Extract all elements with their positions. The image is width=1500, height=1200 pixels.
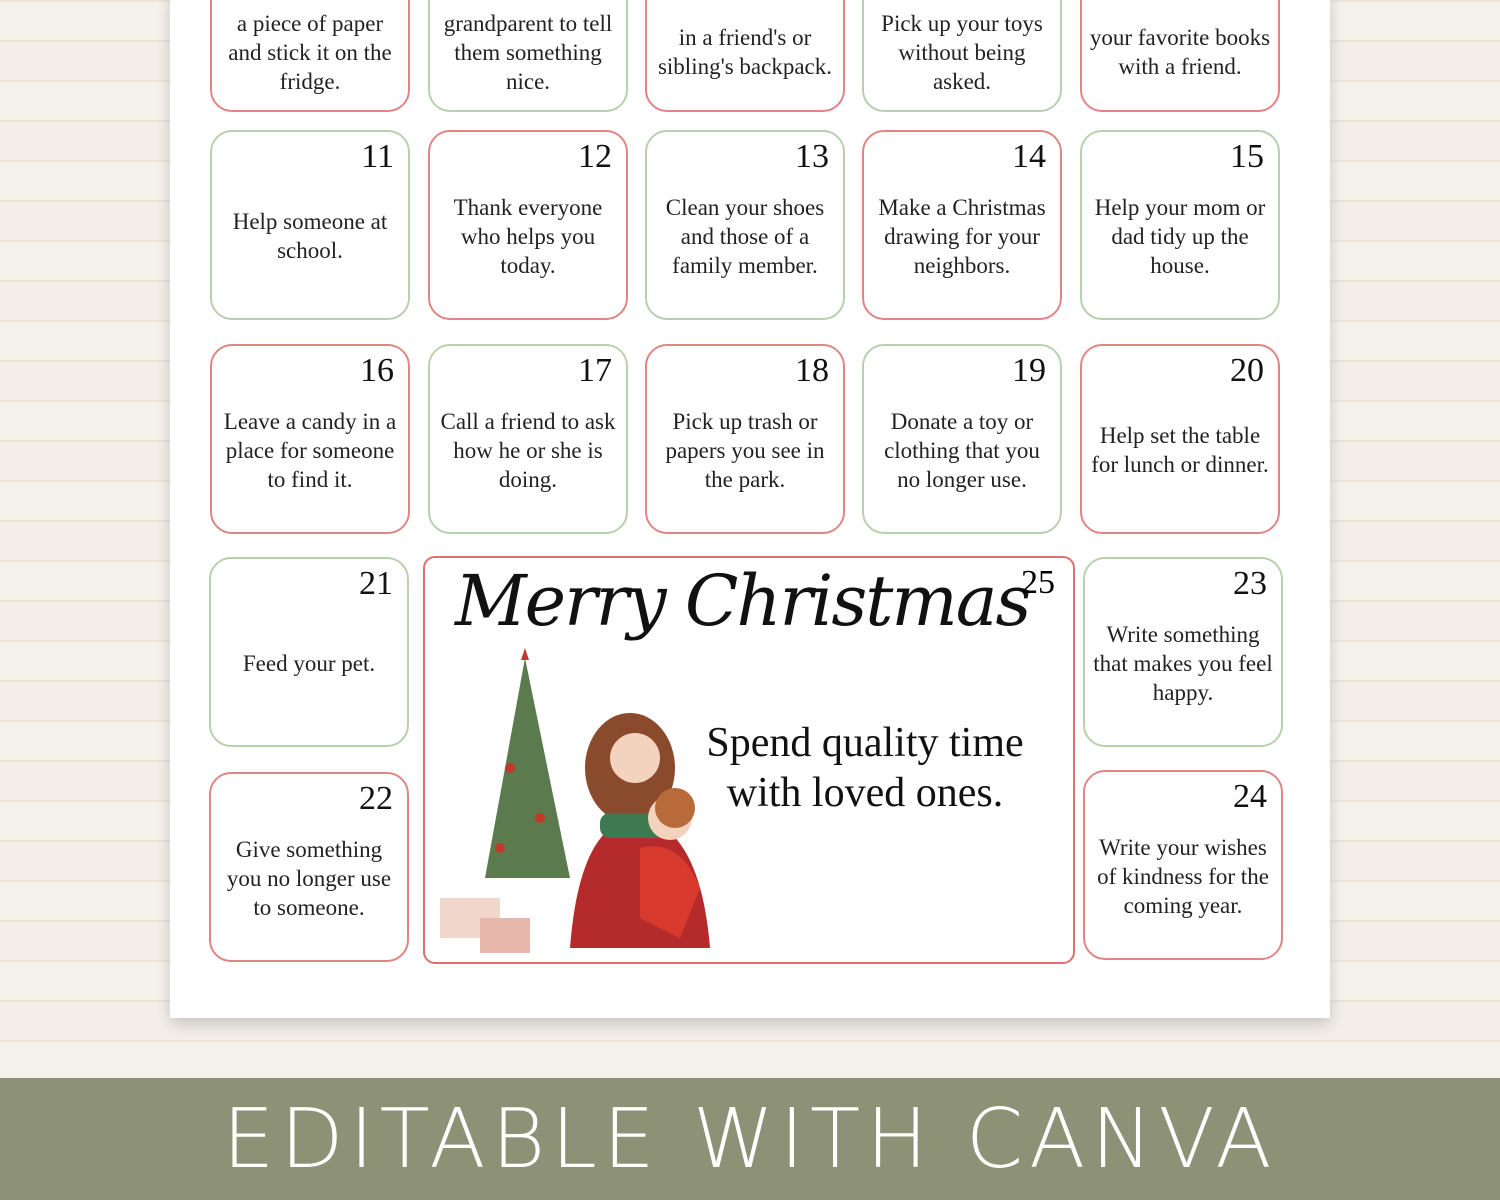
editable-banner: EDITABLE WITH CANVA: [0, 1078, 1500, 1200]
activity-text: Help set the table for lunch or dinner.: [1091, 423, 1269, 477]
activity-text: Leave a candy in a place for someone to …: [223, 408, 397, 492]
day-number: 21: [359, 565, 393, 602]
activity-text: grandparent to tell them something nice.: [443, 10, 613, 94]
day-number: 12: [578, 138, 612, 175]
activity-text: in a friend's or sibling's backpack.: [657, 25, 833, 79]
day-number: 14: [1012, 138, 1046, 175]
calendar-cell: grandparent to tell them something nice.: [428, 0, 628, 112]
calendar-cell: 22 Give something you no longer use to so…: [209, 772, 409, 962]
day-number: 16: [360, 352, 394, 389]
calendar-cell: a piece of paper and stick it on the fri…: [210, 0, 410, 112]
day-number: 23: [1233, 565, 1267, 602]
calendar-cell: 21 Feed your pet.: [209, 557, 409, 747]
christmas-day-box: Merry Christmas 25 Spend quality time wi…: [423, 556, 1075, 964]
calendar-cell: 11 Help someone at school.: [210, 130, 410, 320]
mother-child-tree-illustration-icon: [440, 648, 710, 953]
activity-text: Thank everyone who helps you today.: [453, 194, 603, 278]
activity-text: Make a Christmas drawing for your neighb…: [878, 194, 1046, 278]
calendar-cell: 19 Donate a toy or clothing that you no l…: [862, 344, 1062, 534]
calendar-cell: 12 Thank everyone who helps you today.: [428, 130, 628, 320]
activity-text: a piece of paper and stick it on the fri…: [228, 10, 392, 94]
activity-text: Call a friend to ask how he or she is do…: [440, 408, 616, 492]
activity-text: Pick up trash or papers you see in the p…: [665, 408, 825, 492]
day-number: 17: [578, 352, 612, 389]
calendar-cell: Pick up your toys without being asked.: [862, 0, 1062, 112]
activity-text: Help someone at school.: [232, 209, 388, 263]
activity-text: Pick up your toys without being asked.: [881, 10, 1043, 94]
calendar-cell: 20 Help set the table for lunch or dinner…: [1080, 344, 1280, 534]
day-number: 20: [1230, 352, 1264, 389]
day-number: 24: [1233, 778, 1267, 815]
calendar-cell: 24 Write your wishes of kindness for the …: [1083, 770, 1283, 960]
day-number: 22: [359, 780, 393, 817]
calendar-cell: 17 Call a friend to ask how he or she is …: [428, 344, 628, 534]
christmas-activity: Spend quality time with loved ones.: [706, 720, 1024, 816]
activity-text: your favorite books with a friend.: [1089, 25, 1271, 79]
calendar-cell: 15 Help your mom or dad tidy up the house…: [1080, 130, 1280, 320]
day-number: 13: [795, 138, 829, 175]
activity-text: Write something that makes you feel happ…: [1093, 621, 1273, 705]
day-number: 15: [1230, 138, 1264, 175]
day-number: 19: [1012, 352, 1046, 389]
activity-text: Donate a toy or clothing that you no lon…: [884, 408, 1040, 492]
calendar-cell: 23 Write something that makes you feel ha…: [1083, 557, 1283, 747]
activity-text: Write your wishes of kindness for the co…: [1097, 834, 1269, 918]
merry-christmas-title: Merry Christmas: [455, 560, 1031, 642]
day-number: 18: [795, 352, 829, 389]
activity-text: Give something you no longer use to some…: [226, 836, 392, 920]
activity-text: Feed your pet.: [242, 650, 376, 676]
day-number: 25: [1021, 564, 1055, 601]
day-number: 11: [361, 138, 394, 175]
calendar-cell: in a friend's or sibling's backpack.: [645, 0, 845, 112]
calendar-cell: 13 Clean your shoes and those of a family…: [645, 130, 845, 320]
activity-text: Clean your shoes and those of a family m…: [665, 194, 825, 278]
activity-text: Help your mom or dad tidy up the house.: [1094, 194, 1266, 278]
calendar-cell: 14 Make a Christmas drawing for your neig…: [862, 130, 1062, 320]
calendar-cell: 18 Pick up trash or papers you see in the…: [645, 344, 845, 534]
calendar-cell: your favorite books with a friend.: [1080, 0, 1280, 112]
calendar-cell: 16 Leave a candy in a place for someone t…: [210, 344, 410, 534]
